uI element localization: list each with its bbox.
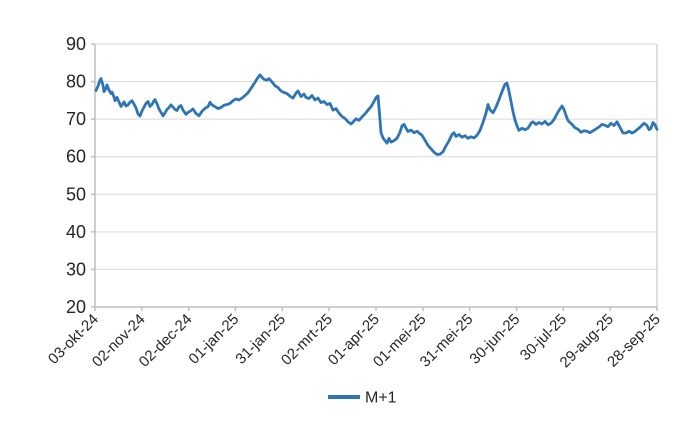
x-axis-label: 30-jun-25	[466, 311, 523, 368]
series-line	[94, 73, 659, 156]
y-axis-label: 60	[66, 147, 86, 167]
y-axis-label: 80	[66, 72, 86, 92]
y-axis-label: 70	[66, 109, 86, 129]
y-axis-label: 30	[66, 259, 86, 279]
legend-label: M+1	[365, 390, 397, 407]
y-axis-label: 20	[66, 297, 86, 317]
y-axis-label: 40	[66, 222, 86, 242]
x-axis-label: 01-jan-25	[185, 311, 242, 368]
y-axis-label: 90	[66, 34, 86, 54]
y-axis-label: 50	[66, 184, 86, 204]
